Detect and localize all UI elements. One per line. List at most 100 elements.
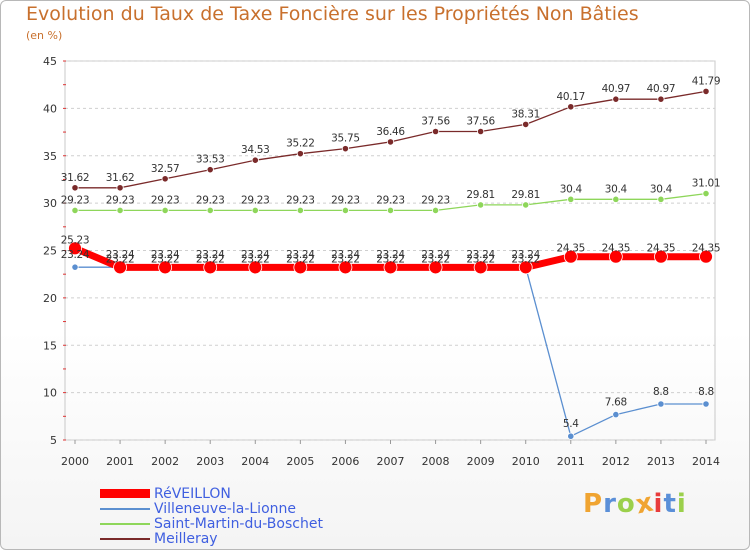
legend-item-villeneuve[interactable]: Villeneuve-la-Lionne: [100, 501, 323, 517]
data-label-r-veillon: 23.22: [196, 253, 225, 265]
point-r-veillon: [248, 260, 263, 275]
point-meilleray: [612, 95, 620, 103]
data-label-meilleray: 36.46: [376, 126, 405, 138]
legend-swatch-villeneuve: [100, 507, 150, 510]
data-label-saint-martin-du-boschet: 30.4: [605, 183, 628, 195]
data-label-meilleray: 33.53: [196, 154, 225, 166]
point-saint-martin-du-boschet: [612, 195, 620, 203]
point-saint-martin-du-boschet: [116, 206, 124, 215]
data-label-r-veillon: 23.22: [421, 253, 450, 265]
data-label-r-veillon: 23.22: [511, 253, 540, 265]
data-label-villeneuve-la-lionne: 5.4: [563, 418, 579, 430]
data-label-villeneuve-la-lionne: 23.24: [241, 249, 270, 261]
data-label-villeneuve-la-lionne: 23.24: [106, 249, 135, 261]
data-label-r-veillon: 24.35: [602, 243, 631, 255]
data-label-r-veillon: 23.22: [466, 253, 495, 265]
data-label-villeneuve-la-lionne: 8.8: [698, 386, 714, 398]
point-meilleray: [206, 166, 214, 174]
series-line-villeneuve-la-lionne: [74, 266, 707, 437]
data-label-meilleray: 31.62: [61, 172, 90, 184]
data-label-saint-martin-du-boschet: 29.23: [286, 194, 315, 206]
logo-letter: i: [676, 489, 687, 519]
data-label-villeneuve-la-lionne: 23.24: [151, 249, 180, 261]
data-label-saint-martin-du-boschet: 29.81: [466, 189, 495, 201]
x-tick-label: 2011: [557, 455, 585, 468]
point-saint-martin-du-boschet: [296, 206, 304, 215]
y-tick-label: 20: [43, 292, 57, 305]
x-tick-label: 2006: [331, 455, 359, 468]
data-label-r-veillon: 23.22: [286, 253, 315, 265]
point-r-veillon: [654, 249, 668, 264]
point-r-veillon: [113, 260, 127, 275]
legend-item-reveillon[interactable]: RéVEILLON: [100, 486, 323, 502]
point-saint-martin-du-boschet: [657, 195, 665, 203]
point-saint-martin-du-boschet: [567, 195, 575, 203]
y-tick-label: 15: [43, 339, 57, 352]
data-label-villeneuve-la-lionne: 23.24: [421, 249, 450, 261]
x-tick-label: 2000: [61, 455, 89, 468]
data-label-saint-martin-du-boschet: 29.23: [61, 194, 90, 206]
point-r-veillon: [68, 241, 82, 256]
x-tick-label: 2012: [602, 455, 630, 468]
point-saint-martin-du-boschet: [251, 206, 259, 215]
point-meilleray: [522, 120, 530, 128]
data-label-meilleray: 31.62: [106, 172, 135, 184]
point-villeneuve-la-lionne: [657, 400, 665, 408]
point-villeneuve-la-lionne: [71, 263, 79, 271]
legend-label-saint-martin: Saint-Martin-du-Boschet: [154, 515, 323, 532]
point-r-veillon: [428, 260, 443, 275]
legend-item-meilleray[interactable]: Meilleray: [100, 530, 323, 547]
point-saint-martin-du-boschet: [522, 201, 530, 209]
point-meilleray: [341, 145, 350, 153]
logo-letter: o: [616, 489, 636, 519]
data-label-saint-martin-du-boschet: 31.01: [692, 178, 721, 190]
y-tick-label: 5: [50, 434, 57, 447]
y-tick-label: 30: [43, 197, 57, 210]
page-title: Evolution du Taux de Taxe Foncière sur l…: [26, 3, 639, 25]
data-label-saint-martin-du-boschet: 29.23: [196, 194, 225, 206]
data-label-saint-martin-du-boschet: 29.23: [106, 194, 135, 206]
data-label-saint-martin-du-boschet: 29.81: [511, 189, 540, 201]
point-meilleray: [296, 150, 304, 158]
x-tick-label: 2013: [647, 455, 675, 468]
legend-item-saint-martin[interactable]: Saint-Martin-du-Boschet: [100, 515, 323, 532]
legend-swatch-saint-martin: [100, 522, 150, 525]
point-villeneuve-la-lionne: [612, 411, 620, 419]
y-tick-label: 35: [43, 150, 57, 163]
point-meilleray: [251, 156, 259, 164]
point-r-veillon: [293, 260, 308, 275]
data-label-villeneuve-la-lionne: 23.24: [286, 249, 315, 261]
data-label-r-veillon: 25.23: [61, 234, 90, 246]
point-saint-martin-du-boschet: [386, 206, 395, 215]
data-label-meilleray: 32.57: [151, 163, 180, 175]
data-label-r-veillon: 23.22: [331, 253, 360, 265]
point-r-veillon: [608, 249, 623, 264]
data-label-meilleray: 40.97: [647, 83, 676, 95]
x-tick-label: 2014: [692, 455, 720, 468]
legend: RéVEILLON Villeneuve-la-Lionne Saint-Mar…: [100, 486, 323, 547]
data-label-saint-martin-du-boschet: 29.23: [151, 194, 180, 206]
x-tick-label: 2007: [377, 455, 405, 468]
data-label-villeneuve-la-lionne: 23.24: [376, 249, 405, 261]
point-villeneuve-la-lionne: [567, 432, 575, 440]
point-r-veillon: [338, 260, 353, 275]
data-label-meilleray: 37.56: [421, 115, 450, 127]
data-label-villeneuve-la-lionne: 8.8: [653, 386, 669, 398]
legend-label-meilleray: Meilleray: [154, 530, 218, 547]
point-saint-martin-du-boschet: [702, 189, 710, 198]
point-meilleray: [657, 95, 665, 103]
data-label-r-veillon: 24.35: [692, 243, 721, 255]
data-label-r-veillon: 23.22: [241, 253, 270, 265]
point-meilleray: [116, 184, 124, 192]
data-label-villeneuve-la-lionne: 23.24: [331, 249, 360, 261]
data-label-saint-martin-du-boschet: 29.23: [421, 194, 450, 206]
data-label-r-veillon: 24.35: [557, 243, 586, 255]
data-label-meilleray: 34.53: [241, 144, 270, 156]
data-label-r-veillon: 23.22: [376, 253, 405, 265]
series-layer: [68, 87, 713, 440]
y-tick-label: 10: [43, 387, 57, 400]
point-meilleray: [567, 103, 575, 111]
axis-layer: 5 10 15 20 25 30 35 40 45 2000 2001 2002 2003 2004 200…: [43, 55, 720, 468]
